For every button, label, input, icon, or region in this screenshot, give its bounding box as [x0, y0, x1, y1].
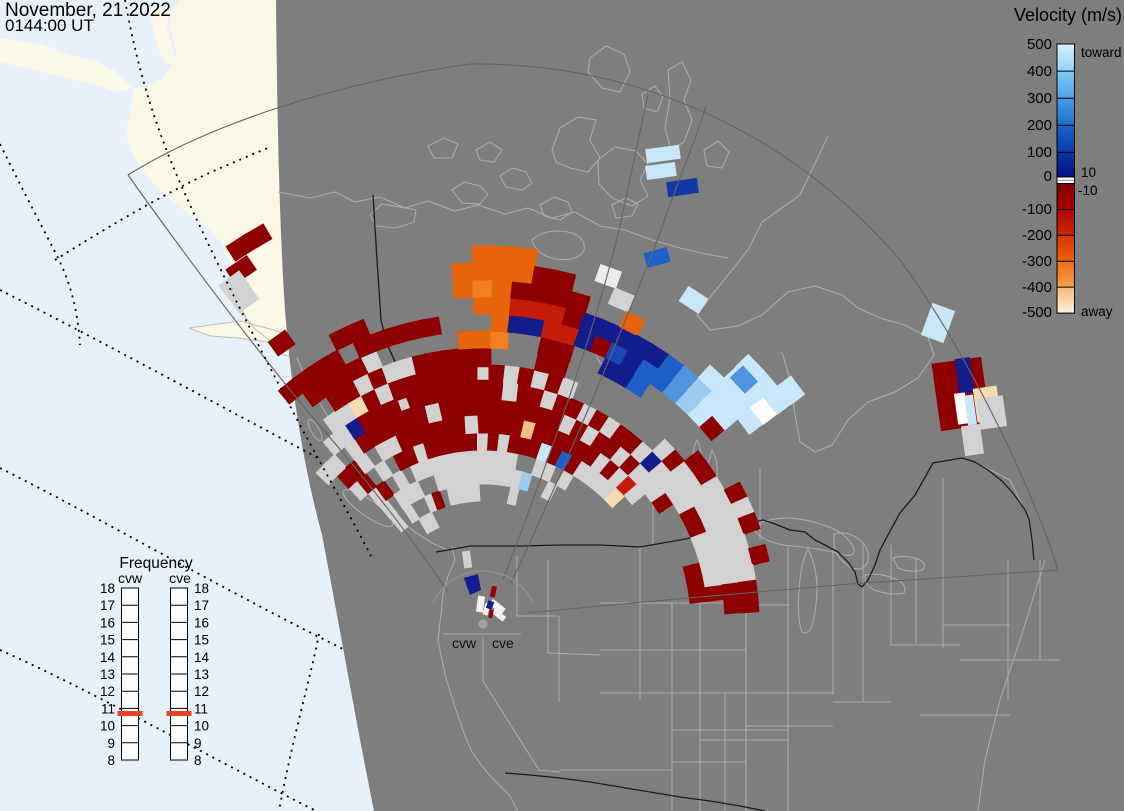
- svg-text:10: 10: [1081, 165, 1096, 180]
- svg-text:14: 14: [100, 650, 116, 665]
- svg-text:300: 300: [1027, 90, 1052, 107]
- svg-text:Frequency: Frequency: [119, 555, 192, 572]
- svg-text:15: 15: [100, 633, 115, 648]
- svg-text:13: 13: [100, 667, 115, 682]
- svg-text:-500: -500: [1022, 304, 1052, 321]
- svg-text:9: 9: [107, 736, 115, 751]
- svg-text:14: 14: [194, 650, 210, 665]
- svg-text:cvw: cvw: [452, 635, 477, 651]
- svg-text:12: 12: [194, 684, 209, 699]
- svg-text:8: 8: [194, 753, 202, 768]
- svg-text:cve: cve: [492, 635, 514, 651]
- svg-text:200: 200: [1027, 117, 1052, 134]
- svg-text:-400: -400: [1022, 279, 1052, 296]
- svg-text:November, 21 2022: November, 21 2022: [5, 0, 171, 21]
- svg-text:11: 11: [194, 701, 208, 716]
- svg-text:cvw: cvw: [118, 570, 143, 586]
- svg-text:away: away: [1081, 304, 1113, 319]
- svg-text:100: 100: [1027, 144, 1052, 161]
- svg-text:10: 10: [194, 719, 209, 734]
- svg-text:17: 17: [194, 598, 209, 613]
- svg-text:toward: toward: [1081, 45, 1122, 60]
- svg-text:-200: -200: [1022, 227, 1052, 244]
- svg-text:18: 18: [194, 581, 209, 596]
- svg-text:0: 0: [1044, 168, 1052, 185]
- svg-text:12: 12: [100, 684, 115, 699]
- svg-text:10: 10: [100, 719, 115, 734]
- svg-text:400: 400: [1027, 63, 1052, 80]
- svg-text:500: 500: [1027, 36, 1052, 53]
- svg-text:18: 18: [100, 581, 115, 596]
- svg-text:16: 16: [194, 615, 209, 630]
- svg-text:-300: -300: [1022, 253, 1052, 270]
- svg-text:17: 17: [100, 598, 115, 613]
- svg-text:11: 11: [101, 701, 115, 716]
- svg-text:-10: -10: [1078, 183, 1098, 198]
- svg-text:16: 16: [100, 615, 115, 630]
- svg-text:Velocity (m/s): Velocity (m/s): [1014, 5, 1122, 25]
- svg-text:9: 9: [194, 736, 202, 751]
- svg-text:8: 8: [107, 753, 115, 768]
- svg-text:15: 15: [194, 633, 209, 648]
- svg-text:-100: -100: [1022, 201, 1052, 218]
- svg-text:13: 13: [194, 667, 209, 682]
- svg-text:cve: cve: [169, 570, 191, 586]
- svg-text:0144:00 UT: 0144:00 UT: [5, 16, 94, 35]
